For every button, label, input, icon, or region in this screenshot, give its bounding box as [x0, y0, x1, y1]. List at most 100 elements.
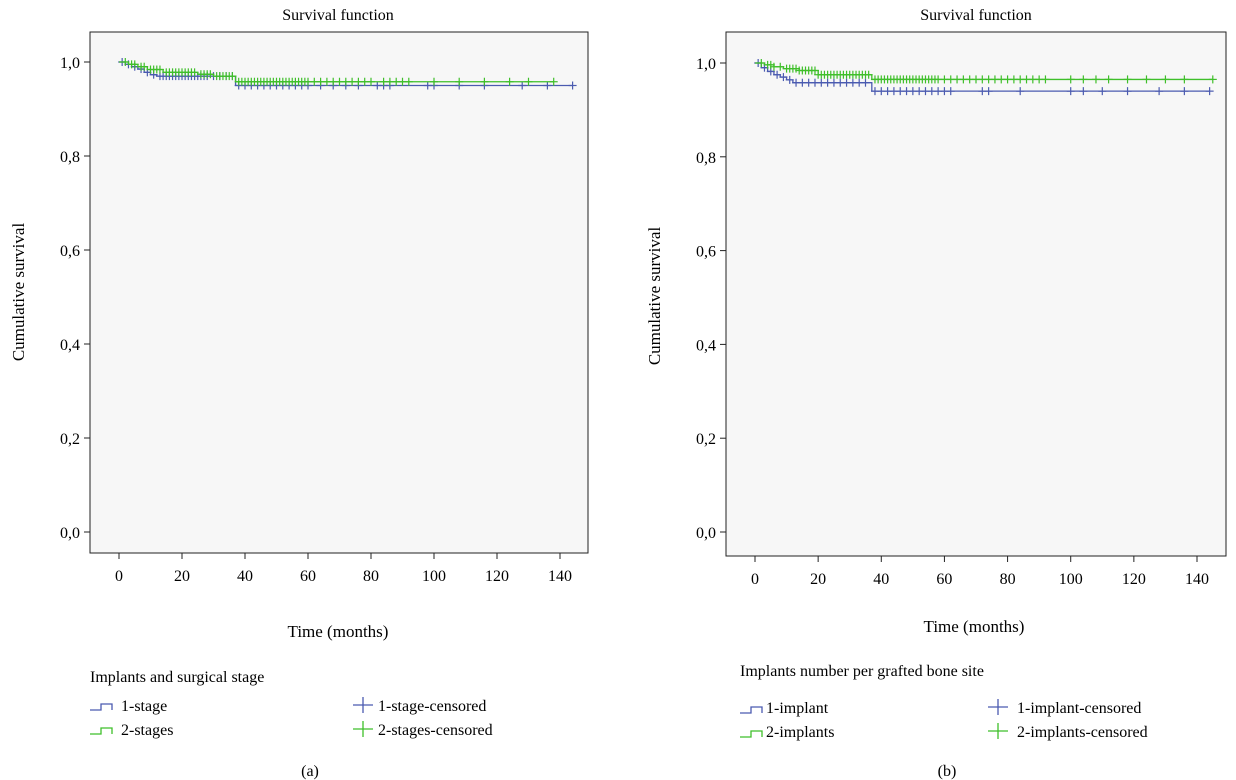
censor-mark-2-implants	[1091, 75, 1100, 84]
legend-2-implants-swatch	[740, 730, 763, 738]
censor-mark-2-implants	[1161, 75, 1170, 84]
panel-b-legend-title: Implants number per grafted bone site	[740, 663, 984, 680]
censor-mark-2-implants	[1142, 75, 1151, 84]
panel-b-title: Survival function	[920, 7, 1032, 24]
censor-mark-2-implants	[864, 70, 873, 79]
x-tick-label: 140	[1185, 571, 1209, 588]
y-tick-label: 1,0	[696, 56, 716, 73]
legend-1-implant-swatch	[740, 706, 763, 714]
censor-mark-1-implant	[1098, 87, 1107, 96]
censor-mark-2-stages	[524, 77, 533, 86]
censor-mark-2-implants	[1104, 75, 1113, 84]
panel-a-label: (a)	[301, 763, 319, 780]
censor-mark-2-stages	[130, 60, 139, 69]
censor-mark-2-stages	[404, 77, 413, 86]
panel-a-plot-area	[89, 31, 589, 554]
censor-mark-2-implants	[1079, 75, 1088, 84]
censor-mark-1-implant	[1180, 87, 1189, 96]
legend-1-stage-label: 1-stage	[121, 698, 167, 715]
censor-mark-2-stages	[549, 77, 558, 86]
censor-mark-1-implant	[984, 87, 993, 96]
legend-1-stage-censored-swatch	[353, 697, 373, 713]
y-tick-label: 0,4	[696, 337, 716, 354]
legend-2-stages-swatch	[90, 727, 113, 735]
censor-mark-1-implant	[779, 73, 788, 82]
censor-mark-2-stages	[430, 77, 438, 86]
panel-b-y-axis-label: Cumulative survival	[645, 227, 664, 366]
x-tick-label: 100	[422, 568, 446, 585]
x-tick-label: 0	[115, 568, 123, 585]
legend-1-implant-censored-label: 1-implant-censored	[1017, 700, 1141, 717]
censor-mark-1-stage	[543, 81, 552, 90]
x-tick-label: 140	[548, 568, 572, 585]
panel-b: Survival function 0,0 0,2 0,4 0,6 0,8 1,0 0 20…	[645, 7, 1227, 780]
legend-2-implants-censored-swatch	[988, 723, 1008, 739]
censor-mark-1-implant	[785, 75, 794, 84]
censor-mark-2-stages	[206, 70, 215, 79]
panel-b-x-axis: 0 20 40 60 80 100 120 140	[751, 556, 1209, 588]
panel-a-y-axis-label: Cumulative survival	[9, 223, 28, 362]
legend-2-stages-label: 2-stages	[121, 722, 173, 739]
y-tick-label: 0,0	[60, 525, 80, 542]
panel-a-x-axis: 0 20 40 60 80 100 120 140	[115, 553, 572, 585]
legend-2-stages-censored-label: 2-stages-censored	[378, 722, 493, 739]
censor-mark-2-implants	[1041, 75, 1050, 84]
panel-b-legend: Implants number per grafted bone site 1-…	[740, 663, 1148, 741]
x-tick-label: 40	[873, 571, 889, 588]
y-tick-label: 0,4	[60, 337, 80, 354]
censor-mark-2-implants	[1123, 75, 1132, 84]
censor-mark-2-implants	[1066, 75, 1075, 84]
censor-mark-2-implants	[776, 62, 785, 71]
censor-mark-2-stages	[455, 77, 464, 86]
y-tick-label: 1,0	[60, 55, 80, 72]
panel-b-y-axis: 0,0 0,2 0,4 0,6 0,8 1,0	[696, 56, 726, 542]
x-tick-label: 20	[174, 568, 190, 585]
y-tick-label: 0,8	[60, 149, 80, 166]
censor-mark-2-implants	[1180, 75, 1189, 84]
x-tick-label: 0	[751, 571, 759, 588]
censor-mark-2-stages	[190, 68, 199, 77]
censor-mark-2-stages	[505, 77, 514, 86]
x-tick-label: 60	[936, 571, 952, 588]
censor-mark-1-stage	[568, 81, 577, 90]
y-tick-label: 0,0	[696, 525, 716, 542]
censor-mark-2-implants	[757, 59, 766, 67]
y-tick-label: 0,8	[696, 150, 716, 167]
censor-mark-1-implant	[1079, 87, 1088, 96]
x-tick-label: 80	[1000, 571, 1016, 588]
censor-mark-2-stages	[140, 62, 149, 71]
panel-a-legend-title: Implants and surgical stage	[90, 669, 264, 686]
censor-mark-1-implant	[1016, 87, 1025, 96]
legend-2-implants-label: 2-implants	[766, 724, 834, 741]
legend-1-stage-censored-label: 1-stage-censored	[378, 698, 486, 715]
panel-a-legend: Implants and surgical stage 1-stage 1-st…	[90, 669, 493, 739]
censor-mark-2-implants	[810, 66, 819, 75]
y-tick-label: 0,6	[696, 244, 716, 261]
panel-b-plot-area	[725, 31, 1227, 557]
censor-mark-1-implant	[1155, 87, 1164, 96]
panel-b-x-axis-label: Time (months)	[924, 617, 1025, 636]
y-tick-label: 0,2	[696, 431, 716, 448]
panel-a-y-axis: 0,0 0,2 0,4 0,6 0,8 1,0	[60, 55, 90, 542]
legend-2-stages-censored-swatch	[353, 721, 373, 737]
legend-1-implant-label: 1-implant	[766, 700, 829, 717]
censor-mark-2-stages	[480, 77, 489, 86]
y-tick-label: 0,2	[60, 431, 80, 448]
censor-mark-1-implant	[1123, 87, 1132, 96]
y-tick-label: 0,6	[60, 243, 80, 260]
censor-mark-2-implants	[1208, 75, 1217, 84]
panel-b-series	[754, 59, 1217, 96]
censor-mark-2-stages	[121, 58, 130, 66]
panel-a-title: Survival function	[282, 7, 394, 24]
censor-mark-1-implant	[1066, 87, 1075, 96]
censor-mark-1-stage	[518, 81, 527, 90]
x-tick-label: 120	[1122, 571, 1146, 588]
censor-mark-2-stages	[228, 72, 237, 81]
panel-a: Survival function 0,0 0,2 0,4 0,6 0,8 1,0 0 20…	[9, 7, 589, 780]
x-tick-label: 120	[485, 568, 509, 585]
panel-a-x-axis-label: Time (months)	[288, 622, 389, 641]
legend-2-implants-censored-label: 2-implants-censored	[1017, 724, 1148, 741]
panel-b-label: (b)	[938, 763, 957, 780]
censor-mark-1-implant	[946, 87, 955, 96]
